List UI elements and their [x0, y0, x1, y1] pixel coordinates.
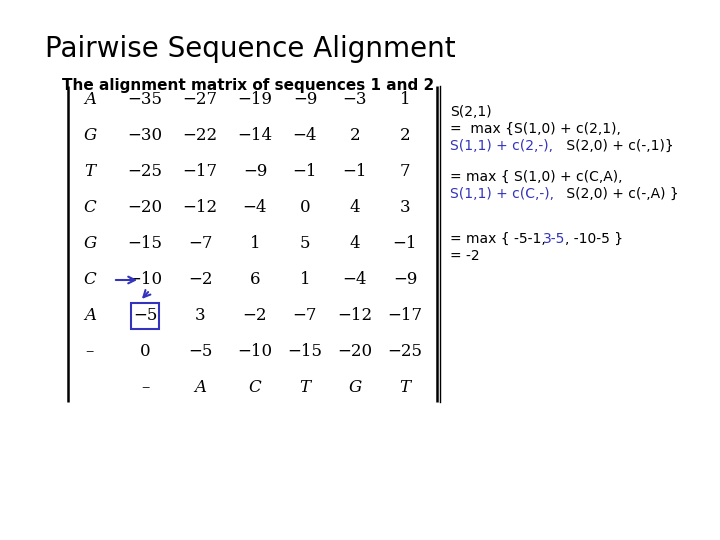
- Text: S(2,0) + c(-,1)}: S(2,0) + c(-,1)}: [562, 139, 674, 153]
- Text: −30: −30: [127, 127, 163, 145]
- Text: −20: −20: [338, 343, 372, 361]
- Text: −14: −14: [238, 127, 273, 145]
- Text: = -2: = -2: [450, 249, 480, 263]
- Text: S(2,0) + c(-,A) }: S(2,0) + c(-,A) }: [562, 187, 679, 201]
- Bar: [131, 303, 159, 329]
- Text: 1: 1: [300, 272, 310, 288]
- Text: −1: −1: [392, 235, 418, 253]
- Text: −15: −15: [287, 343, 323, 361]
- Text: −17: −17: [182, 164, 217, 180]
- Text: 2: 2: [350, 127, 360, 145]
- Text: 6: 6: [250, 272, 260, 288]
- Text: −10: −10: [238, 343, 273, 361]
- Text: −3: −3: [343, 91, 367, 109]
- Text: −4: −4: [243, 199, 267, 217]
- Text: 0: 0: [300, 199, 310, 217]
- Text: 7: 7: [400, 164, 410, 180]
- Text: −25: −25: [127, 164, 163, 180]
- Text: −7: −7: [188, 235, 212, 253]
- Text: , -10-5 }: , -10-5 }: [565, 232, 623, 246]
- Text: −27: −27: [182, 91, 217, 109]
- Text: C: C: [248, 380, 261, 396]
- Text: −22: −22: [182, 127, 217, 145]
- Text: −9: −9: [393, 272, 417, 288]
- Text: C: C: [84, 199, 96, 217]
- Text: −1: −1: [343, 164, 367, 180]
- Text: −12: −12: [182, 199, 217, 217]
- Text: 1: 1: [250, 235, 261, 253]
- Text: –: –: [86, 343, 94, 361]
- Text: =  max {S(1,0) + c(2,1),: = max {S(1,0) + c(2,1),: [450, 122, 621, 136]
- Text: A: A: [84, 91, 96, 109]
- Text: −35: −35: [127, 91, 163, 109]
- Text: −1: −1: [293, 164, 318, 180]
- Text: 3-5: 3-5: [543, 232, 565, 246]
- Text: −2: −2: [243, 307, 267, 325]
- Text: 4: 4: [350, 199, 360, 217]
- Text: = max { -5-1,: = max { -5-1,: [450, 232, 550, 246]
- Text: G: G: [348, 380, 361, 396]
- Text: −7: −7: [293, 307, 318, 325]
- Text: −4: −4: [293, 127, 318, 145]
- Text: −5: −5: [188, 343, 212, 361]
- Text: −4: −4: [343, 272, 367, 288]
- Text: 4: 4: [350, 235, 360, 253]
- Text: T: T: [400, 380, 410, 396]
- Text: −20: −20: [127, 199, 163, 217]
- Text: 2: 2: [400, 127, 410, 145]
- Text: −2: −2: [188, 272, 212, 288]
- Text: = max { S(1,0) + c(C,A),: = max { S(1,0) + c(C,A),: [450, 170, 623, 184]
- Text: −9: −9: [243, 164, 267, 180]
- Text: −25: −25: [387, 343, 423, 361]
- Text: 3: 3: [400, 199, 410, 217]
- Text: S(2,1): S(2,1): [450, 105, 492, 119]
- Text: −10: −10: [127, 272, 163, 288]
- Text: −15: −15: [127, 235, 163, 253]
- Text: A: A: [194, 380, 206, 396]
- Text: S(1,1) + c(C,-),: S(1,1) + c(C,-),: [450, 187, 554, 201]
- Text: −12: −12: [338, 307, 372, 325]
- Text: –: –: [141, 380, 149, 396]
- Text: S(1,1) + c(2,-),: S(1,1) + c(2,-),: [450, 139, 553, 153]
- Text: G: G: [84, 235, 96, 253]
- Text: 3: 3: [194, 307, 205, 325]
- Text: 5: 5: [300, 235, 310, 253]
- Text: The alignment matrix of sequences 1 and 2: The alignment matrix of sequences 1 and …: [62, 78, 434, 93]
- Text: −19: −19: [238, 91, 272, 109]
- Text: A: A: [84, 307, 96, 325]
- Text: Pairwise Sequence Alignment: Pairwise Sequence Alignment: [45, 35, 456, 63]
- Text: 0: 0: [140, 343, 150, 361]
- Text: 1: 1: [400, 91, 410, 109]
- Text: G: G: [84, 127, 96, 145]
- Text: −5: −5: [132, 307, 157, 325]
- Text: C: C: [84, 272, 96, 288]
- Text: −9: −9: [293, 91, 318, 109]
- Text: T: T: [300, 380, 310, 396]
- Text: −17: −17: [387, 307, 423, 325]
- Text: T: T: [84, 164, 96, 180]
